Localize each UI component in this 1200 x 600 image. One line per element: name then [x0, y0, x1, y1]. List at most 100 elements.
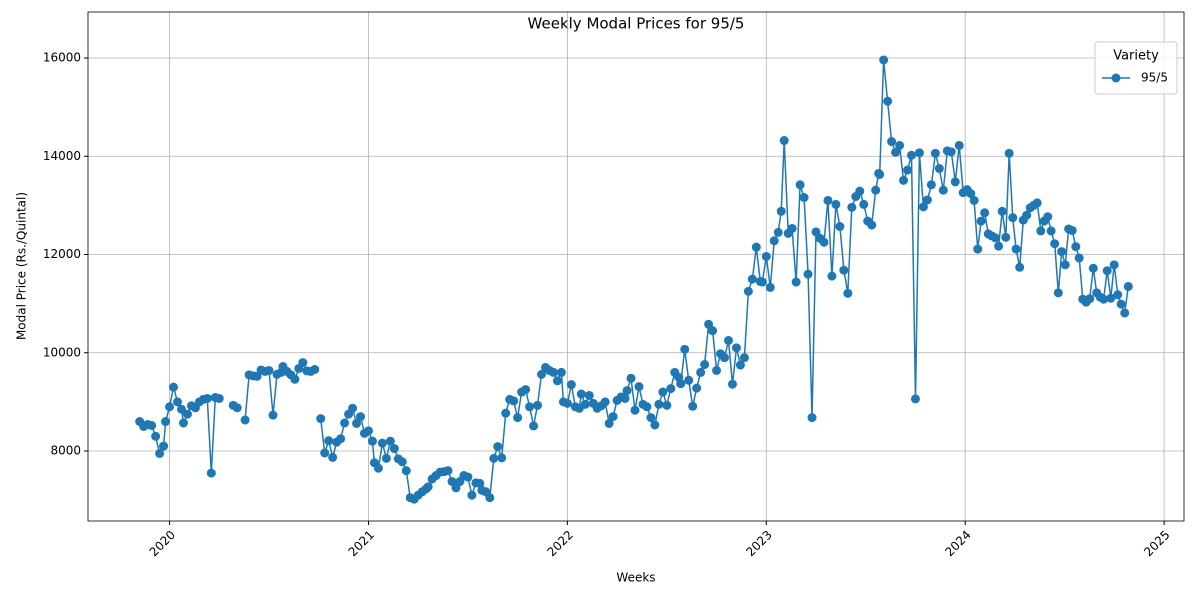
legend-title: Variety [1113, 49, 1159, 64]
data-point [1022, 210, 1032, 220]
x-axis-label: Weeks [616, 571, 655, 585]
y-tick-label: 14000 [43, 149, 81, 163]
data-point [954, 140, 964, 150]
x-tick-label: 2024 [942, 528, 973, 559]
data-point [684, 375, 694, 385]
data-point [1113, 290, 1123, 300]
data-point [994, 241, 1004, 251]
data-point [1074, 253, 1084, 263]
data-point [680, 344, 690, 354]
data-point [779, 136, 789, 146]
data-point [1004, 148, 1014, 158]
data-point [1043, 212, 1053, 222]
data-point [634, 382, 644, 392]
data-point [340, 418, 350, 428]
data-point [666, 384, 676, 394]
data-point [650, 420, 660, 430]
data-point [240, 415, 250, 425]
data-point [165, 402, 175, 412]
data-point [751, 242, 761, 252]
data-point [176, 404, 186, 414]
data-point [552, 376, 562, 386]
data-point [727, 379, 737, 389]
data-point [720, 353, 730, 363]
x-tick-label: 2025 [1141, 528, 1172, 559]
data-point [533, 400, 543, 410]
data-point [1102, 266, 1112, 276]
data-point [891, 147, 901, 157]
data-point [946, 147, 956, 157]
data-point [712, 365, 722, 375]
data-point [739, 353, 749, 363]
data-point [646, 413, 656, 423]
data-point [799, 193, 809, 203]
data-point [1050, 239, 1060, 249]
data-point [467, 490, 477, 500]
data-point [493, 442, 503, 452]
data-point [823, 195, 833, 205]
data-point [310, 364, 320, 374]
data-point [1109, 260, 1119, 270]
data-point [463, 472, 473, 482]
data-point [173, 397, 183, 407]
data-point [922, 195, 932, 205]
data-point [1053, 288, 1063, 298]
data-point [662, 400, 672, 410]
data-point [731, 343, 741, 353]
data-point [178, 418, 188, 428]
y-tick-label: 8000 [50, 444, 81, 458]
y-tick-label: 16000 [43, 51, 81, 65]
legend-label: 95/5 [1141, 71, 1168, 85]
data-point [903, 165, 913, 175]
data-point [548, 367, 558, 377]
data-point [1106, 293, 1116, 303]
data-point [1085, 294, 1095, 304]
x-tick-label: 2020 [147, 528, 178, 559]
data-point [298, 358, 308, 368]
data-point [604, 418, 614, 428]
data-point [787, 223, 797, 233]
data-point [151, 431, 161, 441]
data-point [847, 202, 857, 212]
data-point [895, 140, 905, 150]
data-point [747, 274, 757, 284]
data-point [268, 410, 278, 420]
legend-marker [1111, 73, 1121, 83]
data-point [155, 448, 165, 458]
data-point [950, 177, 960, 187]
data-point [976, 216, 986, 226]
data-point [320, 448, 330, 458]
data-point [562, 398, 572, 408]
data-point [934, 164, 944, 174]
data-point [352, 418, 362, 428]
data-point [600, 397, 610, 407]
data-point [513, 413, 523, 423]
data-line [319, 59, 1130, 500]
data-point [658, 387, 668, 397]
x-tick-label: 2021 [346, 528, 377, 559]
data-point [831, 199, 841, 209]
data-point [529, 421, 539, 431]
data-point [761, 251, 771, 261]
data-point [381, 453, 391, 463]
data-point [264, 365, 274, 375]
data-point [773, 227, 783, 237]
data-point [363, 426, 373, 436]
y-tick-label: 12000 [43, 247, 81, 261]
data-point [485, 493, 495, 503]
data-point [1046, 226, 1056, 236]
data-point [348, 403, 358, 413]
data-point [914, 148, 924, 158]
data-point [875, 169, 885, 179]
data-point [1067, 225, 1077, 235]
data-point [1099, 294, 1109, 304]
plot-frame [87, 11, 1185, 522]
data-point [556, 367, 566, 377]
data-point [324, 436, 334, 446]
data-point [626, 373, 636, 383]
data-point [147, 420, 157, 430]
chart-title: Weekly Modal Prices for 95/5 [528, 15, 745, 33]
data-point [708, 326, 718, 336]
data-point [537, 369, 547, 379]
